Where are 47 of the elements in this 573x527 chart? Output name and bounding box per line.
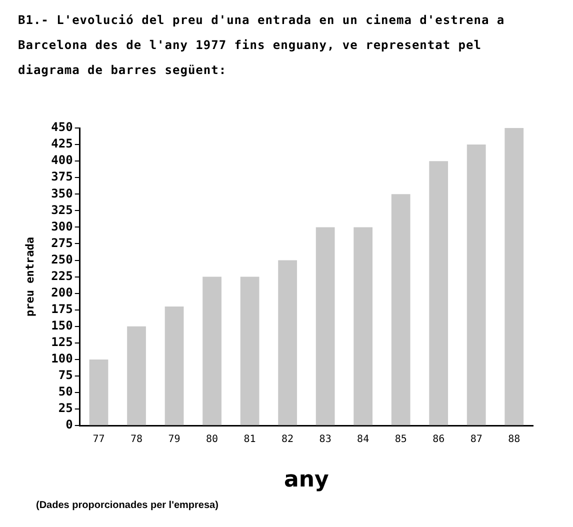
- y-tick-label: 200: [51, 285, 73, 300]
- x-tick-label: 87: [470, 434, 482, 446]
- x-tick-label: 81: [244, 434, 256, 446]
- y-tick-label: 225: [51, 268, 73, 283]
- y-tick-label: 400: [51, 153, 73, 168]
- y-tick-label: 375: [51, 170, 73, 184]
- bar: [429, 161, 448, 426]
- y-tick-label: 425: [51, 136, 73, 151]
- bar: [278, 260, 297, 426]
- x-tick-label: 83: [319, 434, 332, 446]
- x-tick-label: 85: [394, 434, 407, 446]
- bar: [127, 326, 146, 426]
- x-axis-title: any: [284, 468, 329, 493]
- x-tick-label: 80: [206, 434, 218, 446]
- y-tick-label: 300: [51, 219, 73, 234]
- x-tick-label: 88: [508, 434, 520, 446]
- bar: [504, 128, 524, 426]
- x-tick-label: 79: [168, 434, 180, 446]
- y-tick-label: 50: [58, 384, 73, 399]
- y-tick-label: 250: [51, 252, 73, 266]
- x-tick-label: 78: [130, 434, 143, 446]
- y-tick-label: 275: [51, 236, 73, 250]
- y-tick-label: 350: [51, 186, 73, 200]
- y-tick-label: 100: [51, 352, 73, 366]
- x-tick-label: 84: [357, 434, 370, 446]
- y-tick-label: 325: [51, 202, 73, 217]
- chart-title: B1.- L'evolució del preu d'una entrada en un cinema d'estrena a Barcelona des de l'any 1977 fins enguany, ve representat pel diagrama de barres següent:: [18, 12, 506, 79]
- y-tick-label: 125: [51, 335, 73, 350]
- bar: [466, 144, 486, 426]
- x-tick-label: 77: [92, 434, 105, 446]
- y-axis-title: preu entrada: [23, 237, 36, 317]
- bar: [202, 276, 222, 426]
- y-tick-label: 0: [66, 418, 73, 432]
- text: (Dades proporcionades per l'empresa): [36, 500, 218, 511]
- y-tick-label: 25: [58, 401, 73, 416]
- y-tick-label: 175: [51, 302, 73, 316]
- bar: [89, 359, 108, 426]
- x-tick-label: 86: [432, 434, 445, 446]
- bar: [240, 276, 260, 426]
- bar: [164, 306, 184, 426]
- y-tick-label: 75: [58, 368, 73, 382]
- bar: [391, 194, 410, 426]
- y-tick-label: 150: [51, 318, 73, 333]
- bar: [354, 227, 373, 426]
- y-tick-label: 450: [51, 120, 73, 134]
- x-tick-label: 82: [282, 434, 294, 446]
- bar: [316, 227, 335, 426]
